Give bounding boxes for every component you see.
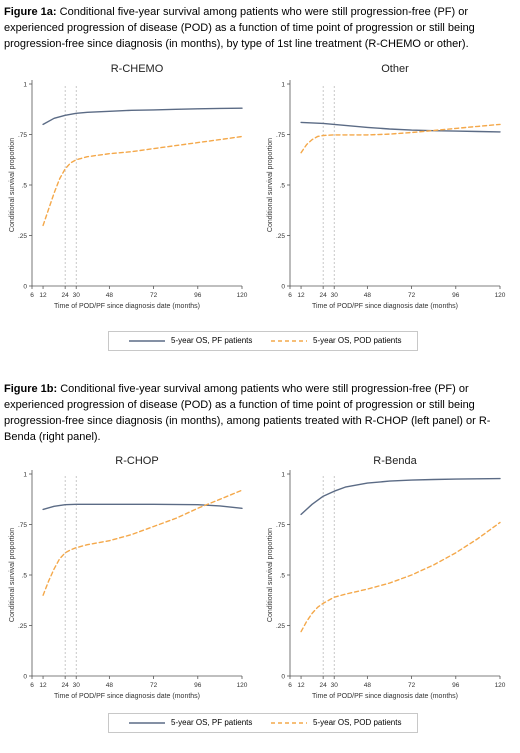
series-pod-line-other [300,123,501,154]
legend-swatch-pod [271,339,307,342]
x-tick-label-other: 120 [495,292,506,299]
x-tick-label-r-benda: 120 [495,682,506,689]
x-tick-label-other: 48 [364,292,372,299]
legend-swatch-pf [129,721,165,724]
chart-r-benda: R-Benda 0 .25 .5 .75 1 6 12 24 30 48 72 96 120 Time of… [267,455,506,700]
y-tick-label-r-chop: .75 [18,522,27,529]
chart-other: Other 0 .25 .5 .75 1 6 12 24 30 48 72 96 120 Time of P… [267,63,506,310]
x-tick-label-r-chemo: 6 [30,292,34,299]
figure-1b-label: Figure 1b: [4,383,58,395]
figure-1a-caption: Figure 1a: Conditional five-year surviva… [4,4,514,52]
figure-1a-label: Figure 1a: [4,6,57,18]
x-tick-label-r-chop: 24 [62,682,70,689]
x-tick-label-r-chop: 6 [30,682,34,689]
x-tick-label-r-benda: 6 [288,682,292,689]
figure-1b-caption: Figure 1b: Conditional five-year surviva… [4,381,514,445]
y-tick-label-other: 1 [281,82,285,89]
x-tick-label-r-chemo: 48 [106,292,114,299]
x-tick-label-r-benda: 96 [452,682,460,689]
y-axis-label-r-chemo: Conditional survival proportion [9,138,16,232]
y-tick-label-r-benda: 1 [281,472,285,479]
x-tick-label-r-chop: 30 [73,682,81,689]
x-tick-label-r-chop: 96 [194,682,202,689]
chart-title-r-chop: R-CHOP [115,455,158,467]
x-tick-label-other: 12 [297,292,305,299]
legend-swatch-pf [129,339,165,342]
x-axis-label-r-chop: Time of POD/PF since diagnosis date (mon… [54,693,200,700]
x-tick-label-r-chemo: 72 [150,292,158,299]
x-tick-label-r-chop: 120 [237,682,248,689]
y-axis-label-r-chop: Conditional survival proportion [9,528,16,622]
legend-swatch-pod [271,721,307,724]
x-tick-label-r-chop: 12 [39,682,47,689]
x-tick-label-other: 30 [331,292,339,299]
x-tick-label-other: 96 [452,292,460,299]
legend-label-pf: 5-year OS, PF patients [171,718,253,727]
x-axis-label-r-benda: Time of POD/PF since diagnosis date (mon… [312,693,458,700]
y-tick-label-r-chemo: .25 [18,233,27,240]
series-pod-line-r-chemo [42,135,243,227]
figure-1b-text: Conditional five-year survival among pat… [4,383,491,443]
y-tick-label-r-chemo: 1 [23,82,27,89]
x-tick-label-other: 72 [408,292,416,299]
series-pf-line-other [300,121,501,133]
series-pod-line-r-chop [42,489,243,596]
y-tick-label-other: .75 [276,132,285,139]
y-tick-label-other: .25 [276,233,285,240]
x-tick-label-r-chemo: 12 [39,292,47,299]
legend-item-pod: 5-year OS, POD patients [271,718,401,727]
x-tick-label-other: 24 [320,292,328,299]
legend-label-pf: 5-year OS, PF patients [171,336,253,345]
x-tick-label-r-chemo: 30 [73,292,81,299]
y-tick-label-r-chop: .25 [18,623,27,630]
x-tick-label-r-chop: 48 [106,682,114,689]
y-tick-label-r-benda: 0 [281,674,285,681]
legend-item-pf: 5-year OS, PF patients [129,336,252,345]
x-tick-label-r-benda: 48 [364,682,372,689]
x-tick-label-r-benda: 72 [408,682,416,689]
y-tick-label-r-chop: 0 [23,674,27,681]
series-pod-line-r-benda [300,521,501,633]
figure-1a-legend: 5-year OS, PF patients 5-year OS, POD pa… [108,331,418,351]
y-axis-label-r-benda: Conditional survival proportion [267,528,274,622]
y-tick-label-r-benda: .25 [276,623,285,630]
y-tick-label-r-chop: 1 [23,472,27,479]
legend-item-pf: 5-year OS, PF patients [129,718,252,727]
x-tick-label-r-chemo: 120 [237,292,248,299]
x-tick-label-r-benda: 30 [331,682,339,689]
x-axis-label-other: Time of POD/PF since diagnosis date (mon… [312,303,458,310]
y-axis-label-other: Conditional survival proportion [267,138,274,232]
y-tick-label-other: 0 [281,284,285,291]
x-tick-label-r-chemo: 24 [62,292,70,299]
x-axis-label-r-chemo: Time of POD/PF since diagnosis date (mon… [54,303,200,310]
chart-title-other: Other [381,63,409,75]
x-tick-label-r-benda: 24 [320,682,328,689]
y-tick-label-r-chemo: 0 [23,284,27,291]
x-tick-label-r-chop: 72 [150,682,158,689]
series-pf-line-r-chop [42,503,243,511]
figure-1b-legend: 5-year OS, PF patients 5-year OS, POD pa… [108,713,418,733]
series-pf-line-r-benda [300,477,501,516]
y-tick-label-r-benda: .5 [280,573,286,580]
y-tick-label-r-chemo: .5 [22,183,28,190]
x-tick-label-r-benda: 12 [297,682,305,689]
legend-item-pod: 5-year OS, POD patients [271,336,401,345]
y-tick-label-r-benda: .75 [276,522,285,529]
x-tick-label-other: 6 [288,292,292,299]
chart-r-chemo: R-CHEMO 0 .25 .5 .75 1 6 12 24 30 48 72 96 120 Time of… [9,63,248,310]
legend-label-pod: 5-year OS, POD patients [313,718,402,727]
x-tick-label-r-chemo: 96 [194,292,202,299]
y-tick-label-r-chop: .5 [22,573,28,580]
series-pf-line-r-chemo [42,107,243,126]
chart-title-r-chemo: R-CHEMO [111,63,164,75]
y-tick-label-other: .5 [280,183,286,190]
chart-title-r-benda: R-Benda [373,455,417,467]
chart-r-chop: R-CHOP 0 .25 .5 .75 1 6 12 24 30 48 72 96 120 Time of … [9,455,248,700]
legend-label-pod: 5-year OS, POD patients [313,336,402,345]
y-tick-label-r-chemo: .75 [18,132,27,139]
figure-1a-text: Conditional five-year survival among pat… [4,6,475,50]
